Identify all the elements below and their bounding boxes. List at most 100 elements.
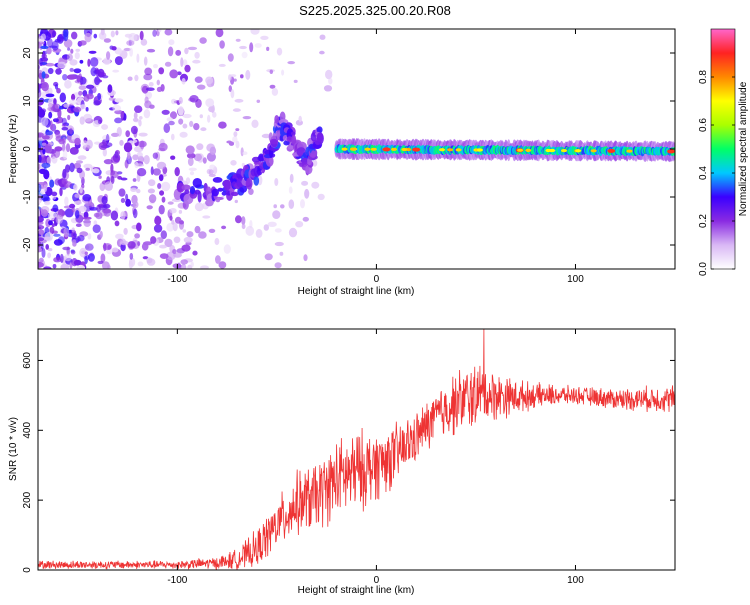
snr-x-tick-label: 100	[567, 575, 584, 586]
spectrogram-noise-blob	[192, 250, 198, 256]
spectrogram-noise-blob	[234, 98, 244, 103]
spectrogram-noise-blob	[127, 76, 133, 81]
spectrogram-noise-blob	[134, 233, 141, 239]
spectrogram-noise-blob	[175, 49, 182, 56]
spectrogram-noise-blob	[83, 94, 90, 102]
spectrogram-noise-blob	[134, 74, 139, 82]
spectrogram-noise-blob	[49, 179, 55, 188]
spectrogram-hot-spot	[667, 149, 675, 154]
spectrogram-noise-blob	[38, 257, 44, 263]
spectrogram-noise-blob	[208, 169, 214, 176]
spectrogram-noise-blob	[93, 33, 98, 39]
spectrogram-noise-blob	[133, 201, 139, 209]
spectrogram-noise-blob	[173, 236, 181, 244]
spectrogram-noise-blob	[38, 154, 42, 163]
spectrogram-noise-blob	[79, 40, 87, 46]
spectrogram-noise-blob	[120, 243, 126, 252]
spectrogram-noise-blob	[39, 58, 43, 67]
spectrogram-noise-blob	[328, 77, 333, 85]
spectrogram-noise-blob	[180, 259, 188, 265]
spectrogram-noise-blob	[269, 84, 276, 89]
spectrogram-noise-blob	[145, 87, 155, 91]
spectrogram-noise-blob	[38, 88, 42, 98]
spectrogram-noise-blob	[41, 71, 46, 79]
spectrogram-noise-blob	[41, 53, 47, 59]
spectrogram-branch-blob	[310, 150, 316, 158]
spectrogram-noise-blob	[38, 101, 44, 106]
spectrogram-noise-blob	[106, 51, 111, 60]
spectrogram-noise-blob	[75, 223, 82, 227]
spectrogram-noise-blob	[84, 251, 89, 256]
spectrogram-noise-blob	[52, 204, 59, 213]
spectrogram-noise-blob	[96, 204, 101, 213]
spectrogram-noise-blob	[156, 79, 160, 86]
spectrogram-noise-blob	[76, 264, 86, 269]
spectrogram-warm-spot	[341, 147, 348, 151]
spectrogram-noise-blob	[65, 164, 70, 173]
spectrogram-noise-blob	[93, 220, 98, 226]
spectrogram-warm-spot	[364, 147, 371, 151]
spectrogram-noise-blob	[127, 151, 131, 159]
spectrogram-noise-blob	[102, 243, 112, 251]
spectrogram-noise-blob	[48, 220, 53, 226]
spectrogram-noise-blob	[266, 46, 270, 52]
spectrogram-noise-blob	[223, 244, 231, 254]
spectrogram-noise-blob	[73, 162, 82, 170]
spectrogram-noise-blob	[182, 229, 187, 233]
spectrogram-noise-blob	[200, 127, 207, 132]
spectrogram-noise-blob	[274, 228, 282, 233]
spectrogram-branch-blob	[283, 140, 290, 146]
spectrogram-noise-blob	[218, 121, 227, 129]
spectrogram-noise-blob	[196, 84, 206, 90]
spectrogram-noise-blob	[40, 116, 49, 127]
snr-y-tick-label: 400	[22, 422, 33, 439]
spectrogram-noise-blob	[118, 188, 126, 197]
spectrogram-noise-blob	[57, 236, 65, 245]
spectrogram-noise-blob	[74, 137, 81, 146]
spectrogram-noise-blob	[148, 179, 156, 187]
spectrogram-noise-blob	[232, 136, 238, 143]
spectrogram-noise-blob	[281, 69, 285, 76]
spectrogram-noise-blob	[73, 184, 78, 191]
spectrogram-noise-blob	[90, 57, 99, 67]
spectrogram-branch-blob	[258, 153, 265, 162]
spectrogram-noise-blob	[189, 95, 199, 103]
spectrogram-noise-blob	[274, 178, 279, 186]
spectrogram-noise-blob	[273, 204, 278, 209]
spectrogram-noise-blob	[84, 243, 94, 251]
spectrogram-noise-blob	[287, 61, 296, 65]
spectrogram-noise-blob	[230, 89, 235, 99]
spectrogram-noise-blob	[172, 222, 178, 232]
spectrogram-noise-blob	[146, 205, 153, 210]
spectrogram-noise-blob	[190, 261, 194, 268]
spectrogram-noise-blob	[129, 252, 134, 260]
spectrogram-noise-blob	[44, 143, 53, 154]
spectrogram-noise-blob	[78, 205, 87, 212]
spectrogram-noise-blob	[46, 47, 52, 55]
spectrogram-noise-blob	[185, 177, 191, 185]
spectrogram-noise-blob	[317, 193, 325, 201]
spectrogram-noise-blob	[126, 40, 135, 46]
spectrogram-noise-blob	[82, 216, 92, 220]
spectrogram-warm-spot	[350, 147, 356, 151]
spectrogram-noise-blob	[79, 187, 83, 194]
spectrogram-noise-blob	[241, 51, 248, 59]
spectrogram-branch-blob	[217, 187, 224, 192]
spectrogram-noise-blob	[276, 47, 283, 56]
spectrogram-noise-blob	[212, 111, 217, 118]
spectrogram-noise-blob	[272, 210, 281, 220]
spectrogram-noise-blob	[38, 163, 41, 170]
spectrogram-noise-blob	[264, 253, 273, 261]
spectrogram-noise-blob	[198, 231, 207, 239]
spectrogram-noise-blob	[250, 29, 260, 35]
spectrogram-noise-blob	[176, 71, 182, 76]
spectrogram-noise-blob	[298, 115, 302, 122]
spectrogram-noise-blob	[62, 168, 67, 179]
spectrogram-noise-blob	[235, 215, 242, 224]
spectrogram-noise-blob	[94, 76, 101, 86]
spectrogram-noise-blob	[123, 142, 133, 153]
spectrogram-noise-blob	[256, 99, 261, 104]
spectrogram-noise-blob	[303, 254, 308, 262]
spectrogram-noise-blob	[164, 238, 173, 248]
